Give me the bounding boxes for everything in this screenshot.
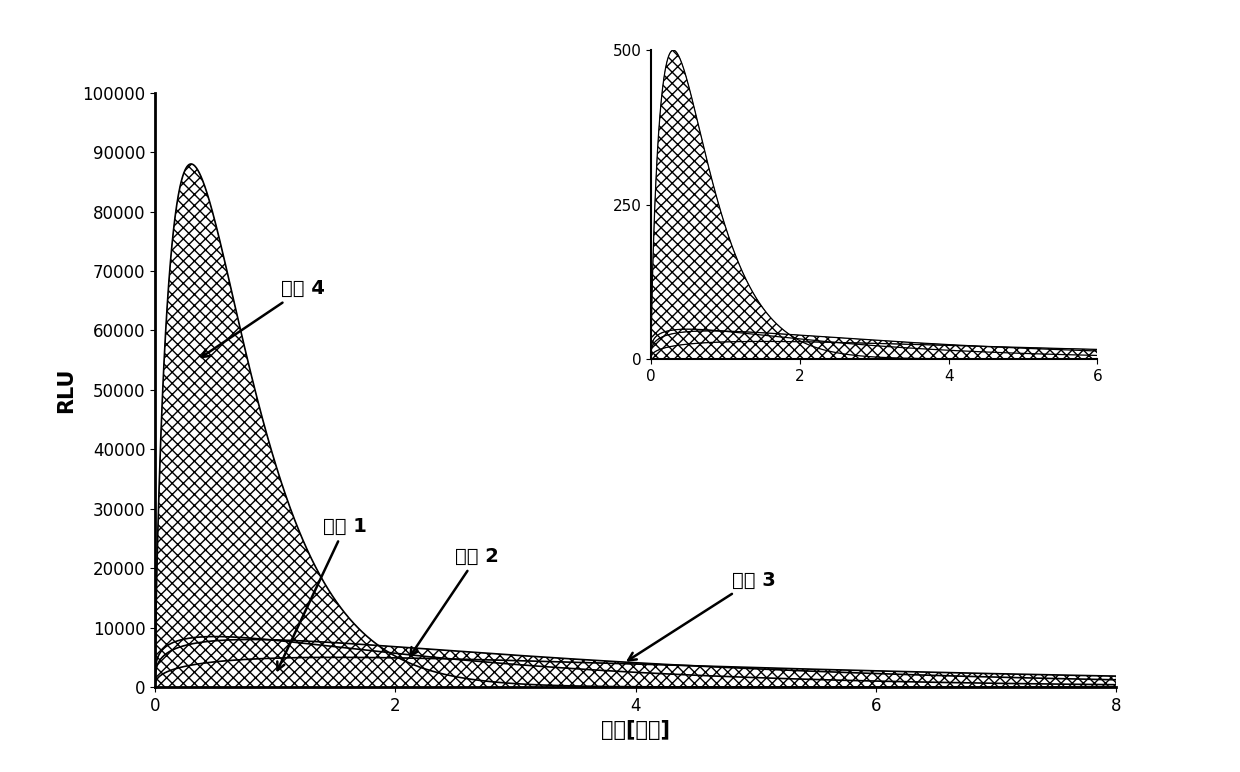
Y-axis label: RLU: RLU <box>57 367 77 412</box>
Text: 探针 4: 探针 4 <box>202 279 325 357</box>
X-axis label: 时间[小时]: 时间[小时] <box>601 720 670 740</box>
Text: 探针 2: 探针 2 <box>410 547 500 655</box>
Text: 探针 3: 探针 3 <box>629 571 775 660</box>
Text: 探针 1: 探针 1 <box>278 517 367 670</box>
